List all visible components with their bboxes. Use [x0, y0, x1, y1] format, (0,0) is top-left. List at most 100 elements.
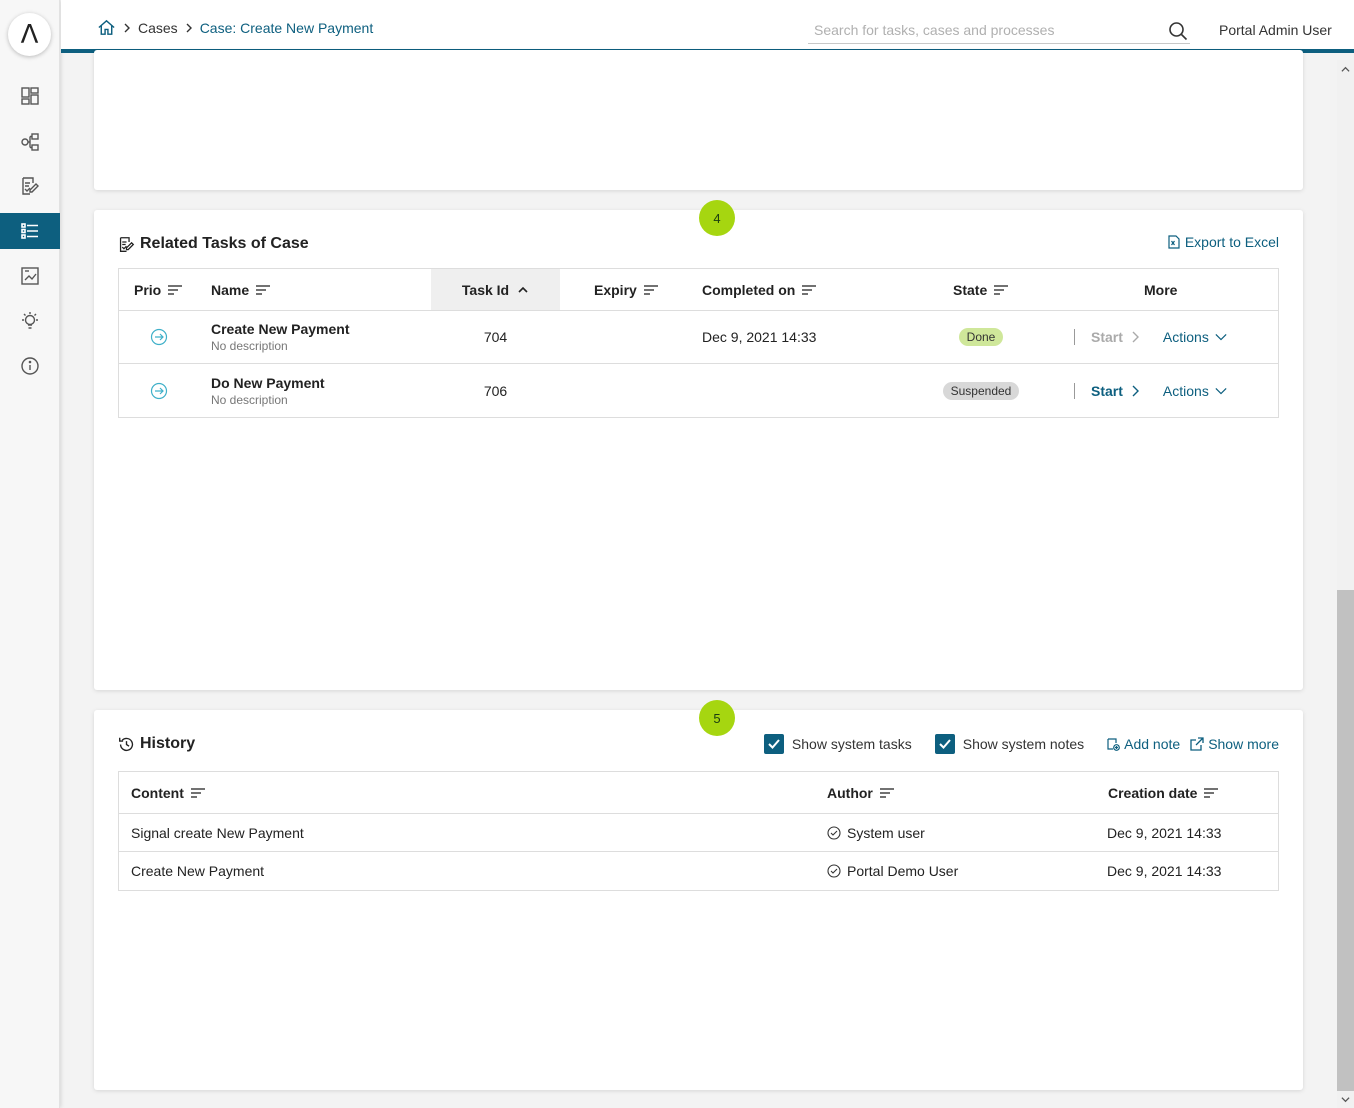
export-excel-label: Export to Excel — [1184, 234, 1279, 250]
state-cell: Suspended — [934, 364, 1028, 417]
scrollbar-thumb[interactable] — [1337, 590, 1354, 1091]
status-badge: Done — [958, 328, 1004, 346]
sidebar-item-dashboard[interactable] — [0, 78, 60, 114]
more-cell: Start Actions — [1074, 311, 1227, 363]
task-id-cell: 706 — [483, 382, 508, 399]
start-task-button[interactable]: Start — [1091, 329, 1141, 345]
tasks-table-header: Prio Name Task Id Expiry Completed on St… — [119, 269, 1278, 311]
table-row[interactable]: Do New Payment No description 706 Suspen… — [119, 364, 1278, 417]
start-label: Start — [1091, 382, 1123, 399]
user-menu[interactable]: Portal Admin User — [1219, 22, 1332, 38]
task-description: No description — [211, 392, 288, 407]
history-date: Dec 9, 2021 14:33 — [1107, 824, 1222, 841]
history-card: 5 History Show system tasks Show system … — [94, 700, 1303, 1090]
scroll-down-icon[interactable] — [1341, 1095, 1350, 1104]
col-name-label: Name — [211, 281, 250, 298]
actions-label: Actions — [1162, 382, 1209, 399]
dashboard-icon — [21, 87, 39, 105]
breadcrumb-cases[interactable]: Cases — [138, 19, 178, 36]
col-prio[interactable]: Prio — [134, 269, 183, 310]
show-more-link[interactable]: Show more — [1190, 736, 1279, 752]
breadcrumb-current[interactable]: Case: Create New Payment — [199, 19, 374, 36]
previous-card — [94, 50, 1303, 190]
col-content-label: Content — [131, 784, 184, 801]
history-row[interactable]: Create New Payment Portal Demo User Dec … — [119, 852, 1278, 890]
show-system-notes-checkbox[interactable] — [934, 734, 955, 754]
col-expiry[interactable]: Expiry — [594, 269, 659, 310]
info-icon — [21, 357, 39, 375]
col-more-label: More — [1144, 281, 1178, 298]
prio-cell — [150, 311, 168, 363]
start-task-button[interactable]: Start — [1091, 383, 1141, 399]
actions-dropdown[interactable]: Actions — [1163, 383, 1227, 399]
history-table-header: Content Author Creation date — [119, 772, 1278, 814]
history-row[interactable]: Signal create New Payment System user De… — [119, 814, 1278, 852]
task-name[interactable]: Create New Payment — [211, 321, 350, 337]
col-creation-date[interactable]: Creation date — [1108, 772, 1219, 813]
col-author-label: Author — [827, 784, 873, 801]
show-system-tasks-checkbox[interactable] — [763, 734, 784, 754]
show-system-tasks-label[interactable]: Show system tasks — [791, 736, 912, 752]
check-circle-icon — [827, 825, 841, 840]
home-icon[interactable] — [97, 18, 116, 37]
sidebar-item-ideas[interactable] — [0, 303, 60, 339]
col-completed-on-label: Completed on — [702, 281, 796, 298]
col-task-id[interactable]: Task Id — [431, 269, 560, 310]
step-badge: 5 — [699, 700, 735, 736]
sidebar-item-statistics[interactable] — [0, 258, 60, 294]
col-state-label: State — [953, 281, 988, 298]
state-cell: Done — [934, 311, 1028, 363]
history-table: Content Author Creation date Signal crea… — [118, 771, 1279, 891]
scroll-up-icon[interactable] — [1341, 65, 1350, 74]
history-author: System user — [847, 824, 925, 841]
sort-icon — [879, 787, 894, 798]
task-description: No description — [211, 339, 288, 353]
add-note-link[interactable]: Add note — [1106, 736, 1180, 752]
table-row[interactable]: Create New Payment No description 704 De… — [119, 311, 1278, 364]
chevron-right-icon — [1132, 331, 1139, 343]
sidebar: Λ — [0, 0, 60, 1108]
cases-icon — [21, 223, 38, 239]
sort-icon — [256, 284, 271, 295]
col-author[interactable]: Author — [827, 772, 895, 813]
top-header: Cases Case: Create New Payment Portal Ad… — [61, 0, 1354, 53]
history-content: Create New Payment — [131, 863, 265, 879]
sidebar-item-info[interactable] — [0, 348, 60, 384]
search-input[interactable] — [808, 18, 1148, 42]
logo[interactable]: Λ — [8, 13, 51, 56]
history-controls: Show system tasks Show system notes Add … — [763, 734, 1279, 754]
step-badge: 4 — [699, 200, 735, 236]
task-name[interactable]: Do New Payment — [211, 374, 325, 391]
chevron-down-icon — [1215, 387, 1227, 394]
col-name[interactable]: Name — [211, 269, 271, 310]
related-tasks-title: Related Tasks of Case — [118, 235, 309, 253]
chevron-down-icon — [1215, 334, 1227, 341]
task-name-cell[interactable]: Create New Payment No description — [211, 311, 350, 363]
breadcrumb: Cases Case: Create New Payment — [97, 18, 373, 37]
col-expiry-label: Expiry — [594, 281, 637, 298]
card-title-text: History — [140, 735, 196, 752]
global-search — [808, 18, 1190, 44]
check-icon — [939, 739, 951, 749]
prio-cell — [150, 364, 168, 417]
search-icon[interactable] — [1168, 21, 1188, 41]
show-system-notes-label[interactable]: Show system notes — [962, 736, 1085, 752]
sort-icon — [1204, 787, 1219, 798]
col-creation-date-label: Creation date — [1108, 784, 1198, 801]
history-author: Portal Demo User — [847, 863, 959, 879]
external-link-icon — [1190, 737, 1204, 751]
add-note-label: Add note — [1124, 736, 1181, 752]
col-state[interactable]: State — [953, 269, 1009, 310]
sidebar-item-tasks[interactable] — [0, 168, 60, 204]
page-scrollbar[interactable] — [1337, 60, 1354, 1108]
col-more: More — [1144, 269, 1177, 310]
col-completed-on[interactable]: Completed on — [702, 269, 817, 310]
add-note-icon — [1107, 738, 1121, 751]
task-name-cell[interactable]: Do New Payment No description — [211, 364, 325, 417]
actions-dropdown[interactable]: Actions — [1163, 329, 1227, 345]
sidebar-item-processes[interactable] — [0, 124, 60, 160]
history-author-cell: Portal Demo User — [827, 852, 958, 890]
export-excel-link[interactable]: Export to Excel — [1167, 234, 1279, 250]
col-content[interactable]: Content — [131, 772, 206, 813]
sidebar-item-cases[interactable] — [0, 213, 60, 249]
